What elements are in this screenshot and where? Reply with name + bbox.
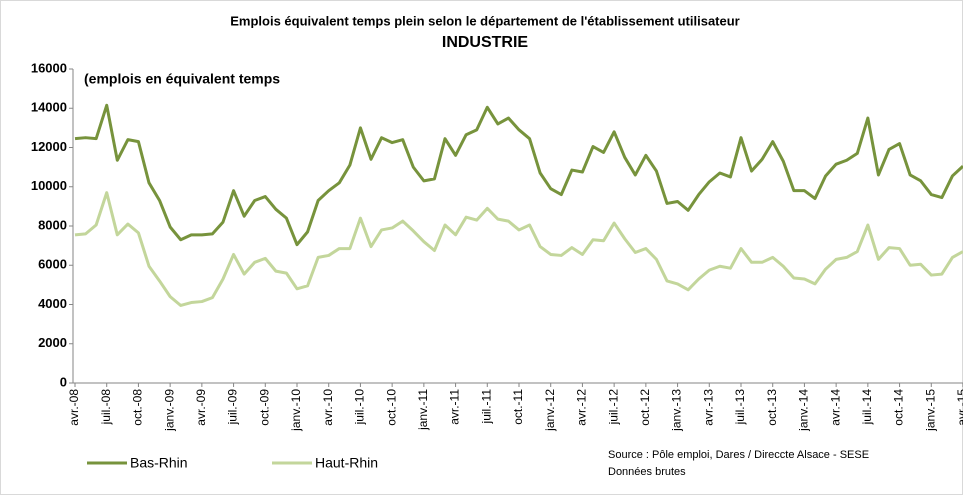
x-tick-label: oct.-11 xyxy=(511,389,525,425)
legend-label: Haut-Rhin xyxy=(315,455,378,471)
y-tick-label: 12000 xyxy=(31,139,67,154)
series-line xyxy=(74,191,963,307)
y-tick-label: 2000 xyxy=(38,335,67,350)
x-tick-label: janv.-11 xyxy=(416,389,430,431)
y-tick-label: 16000 xyxy=(31,60,67,75)
annotation: (emplois en équivalent temps xyxy=(84,71,280,87)
x-tick-label: juil.-14 xyxy=(860,389,874,426)
x-tick-label: oct.-12 xyxy=(638,389,652,426)
x-tick-label: oct.-14 xyxy=(892,389,906,426)
x-tick-label: juil.-09 xyxy=(226,389,240,426)
x-tick-label: avr.-08 xyxy=(67,389,81,426)
x-tick-label: avr.-11 xyxy=(448,389,462,425)
x-tick-label: oct.-08 xyxy=(131,389,145,426)
x-tick-label: oct.-13 xyxy=(765,389,779,426)
x-tick-label: janv.-15 xyxy=(923,389,937,432)
source: Données brutes xyxy=(608,466,686,478)
y-tick-label: 6000 xyxy=(38,257,67,272)
chart-subtitle: INDUSTRIE xyxy=(442,34,529,51)
x-tick-label: avr.-09 xyxy=(194,389,208,426)
y-tick-label: 10000 xyxy=(31,178,67,193)
x-tick-label: juil.-11 xyxy=(479,389,493,425)
x-tick-label: avr.-15 xyxy=(955,389,963,426)
x-tick-label: janv.-12 xyxy=(543,389,557,432)
x-tick-label: juil.-10 xyxy=(353,389,367,426)
x-tick-label: janv.-09 xyxy=(162,389,176,432)
series-line xyxy=(74,103,963,247)
x-tick-label: avr.-13 xyxy=(701,389,715,426)
x-tick-label: oct.-10 xyxy=(384,389,398,426)
y-tick-label: 0 xyxy=(60,374,67,389)
x-tick-label: juil.-12 xyxy=(606,389,620,426)
legend-label: Bas-Rhin xyxy=(130,455,188,471)
x-tick-label: avr.-14 xyxy=(828,389,842,426)
x-tick-label: avr.-10 xyxy=(321,389,335,426)
source: Source : Pôle emploi, Dares / Direccte A… xyxy=(608,449,869,461)
y-tick-label: 4000 xyxy=(38,296,67,311)
y-tick-label: 14000 xyxy=(31,100,67,115)
chart-title: Emplois équivalent temps plein selon le … xyxy=(230,13,740,28)
x-tick-label: avr.-12 xyxy=(575,389,589,426)
x-tick-label: juil.-13 xyxy=(733,389,747,426)
x-tick-label: juil.-08 xyxy=(99,389,113,426)
y-tick-label: 8000 xyxy=(38,217,67,232)
x-tick-label: janv.-14 xyxy=(797,389,811,432)
x-tick-label: janv.-13 xyxy=(670,389,684,432)
x-tick-label: janv.-10 xyxy=(289,389,303,432)
x-tick-label: oct.-09 xyxy=(257,389,271,426)
